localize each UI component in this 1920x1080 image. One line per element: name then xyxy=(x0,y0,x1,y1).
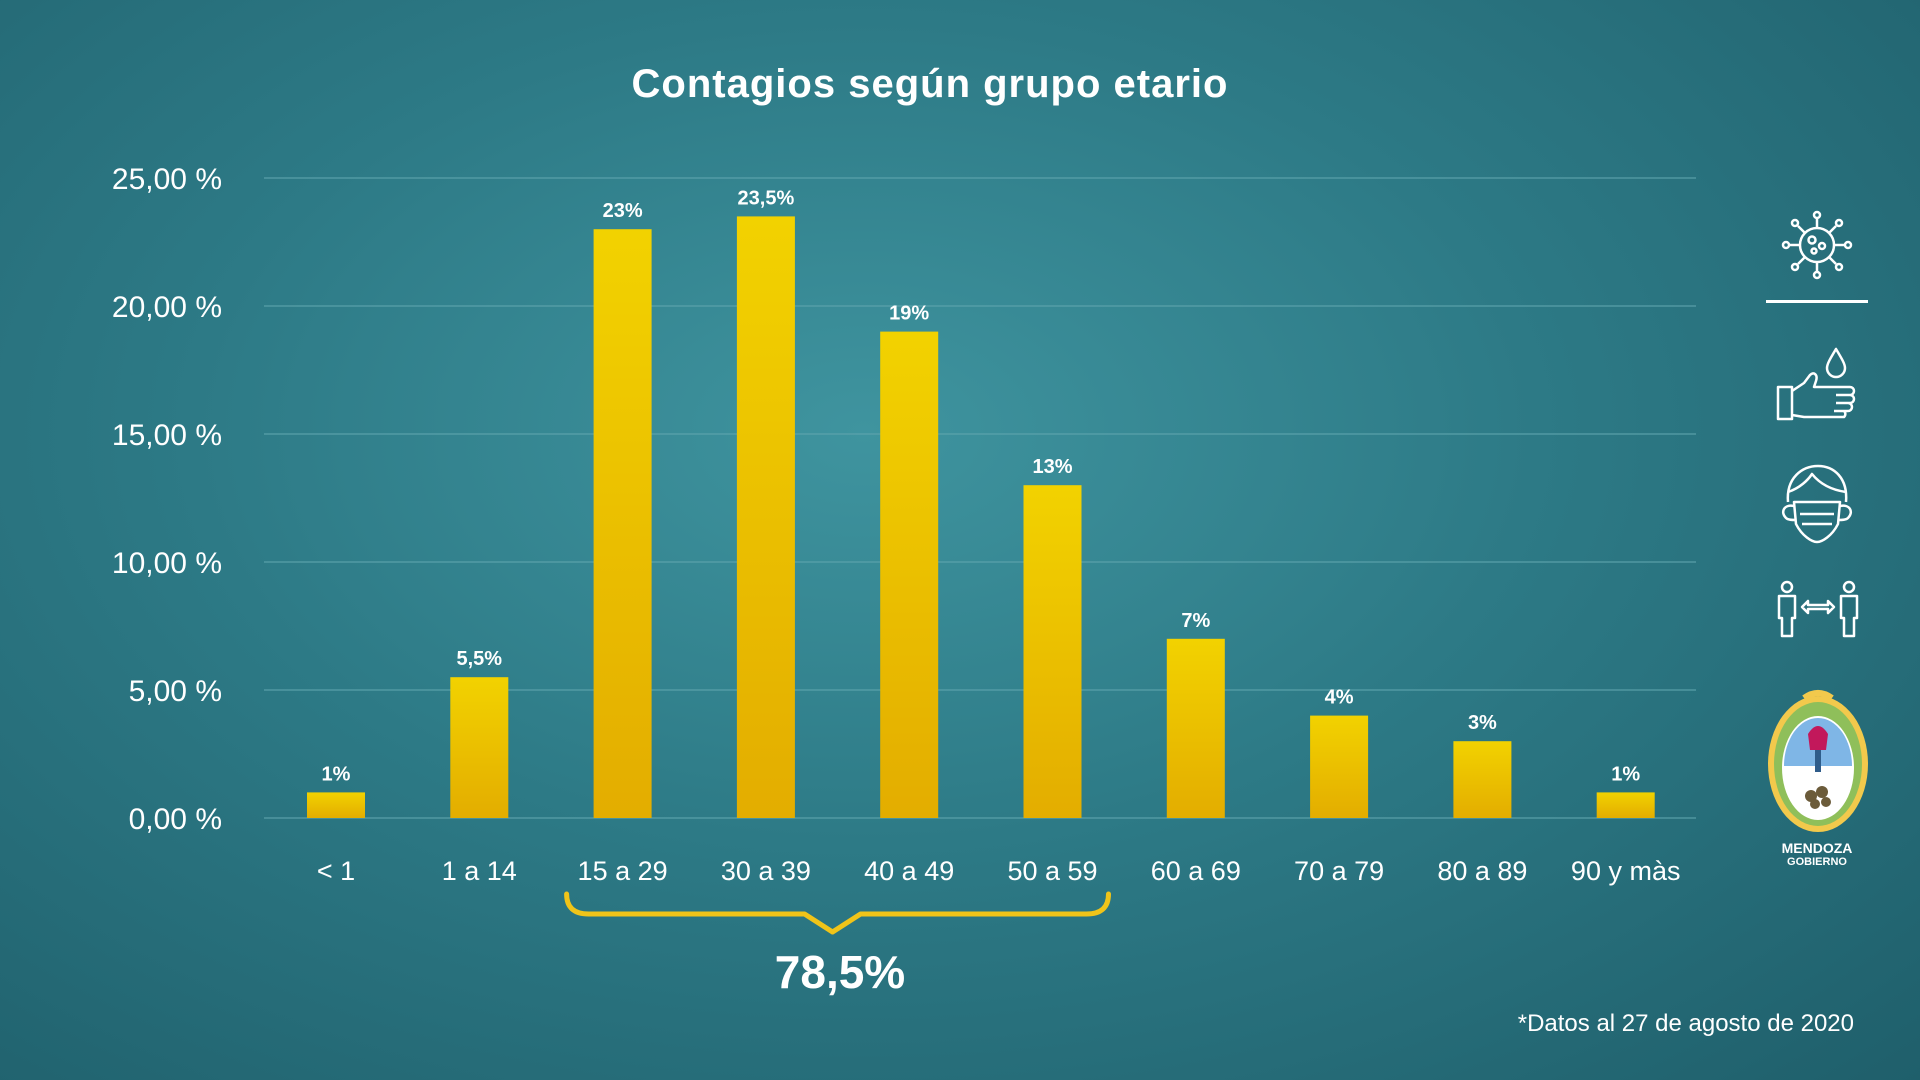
logo-subtitle: GOBIERNO xyxy=(1787,856,1847,868)
data-labels: 1% 5,5% 23% 23,5% 19% 13% 7% 4% 3% 1% xyxy=(322,187,1641,785)
hand-washing-icon xyxy=(1776,347,1856,421)
y-tick-label: 25,00 % xyxy=(112,163,222,196)
data-label: 7% xyxy=(1181,610,1210,632)
data-label: 23,5% xyxy=(738,187,795,209)
data-label: 23% xyxy=(603,200,643,222)
icon-separator xyxy=(1766,300,1868,303)
x-tick-label: 30 a 39 xyxy=(721,856,811,886)
bar xyxy=(1453,741,1512,818)
y-tick-label: 15,00 % xyxy=(112,419,222,452)
face-mask-icon xyxy=(1782,464,1852,544)
y-tick-label: 10,00 % xyxy=(112,547,222,580)
bar xyxy=(593,229,652,818)
x-tick-label: 80 a 89 xyxy=(1437,856,1527,886)
x-tick-label: 70 a 79 xyxy=(1294,856,1384,886)
x-tick-label: 1 a 14 xyxy=(442,856,517,886)
bars xyxy=(307,216,1655,818)
bar xyxy=(1596,792,1655,818)
x-axis-ticks: < 1 1 a 14 15 a 29 30 a 39 40 a 49 50 a 59 60 … xyxy=(317,856,1681,886)
x-tick-label: 90 y màs xyxy=(1571,856,1681,886)
x-tick-label: 40 a 49 xyxy=(864,856,954,886)
bar xyxy=(450,677,509,818)
data-label: 1% xyxy=(322,763,351,785)
bar xyxy=(880,331,939,818)
social-distance-icon xyxy=(1777,580,1859,638)
data-label: 13% xyxy=(1032,456,1072,478)
data-label: 5,5% xyxy=(457,648,503,670)
x-tick-label: 15 a 29 xyxy=(578,856,668,886)
bar xyxy=(307,792,365,818)
x-tick-label: 60 a 69 xyxy=(1151,856,1241,886)
x-tick-label: 50 a 59 xyxy=(1007,856,1097,886)
data-label: 4% xyxy=(1325,687,1354,709)
range-total-callout: 78,5% xyxy=(774,946,906,998)
y-axis-ticks: 0,00 % 5,00 % 10,00 % 15,00 % 20,00 % 25,00 % xyxy=(112,163,222,836)
bar xyxy=(1166,638,1225,818)
range-bracket xyxy=(564,891,1111,935)
bar xyxy=(736,216,795,818)
x-tick-label: < 1 xyxy=(317,856,355,886)
y-tick-label: 0,00 % xyxy=(129,803,222,836)
mendoza-coat-of-arms-logo xyxy=(1768,690,1868,832)
y-tick-label: 20,00 % xyxy=(112,291,222,324)
data-label: 3% xyxy=(1468,712,1497,734)
footnote: *Datos al 27 de agosto de 2020 xyxy=(1517,1010,1854,1037)
data-label: 19% xyxy=(889,303,929,325)
bar xyxy=(1310,715,1369,818)
chart-title: Contagios según grupo etario xyxy=(631,62,1229,106)
data-label: 1% xyxy=(1611,763,1640,785)
virus-icon xyxy=(1781,210,1853,280)
logo-name: MENDOZA xyxy=(1781,840,1853,856)
y-tick-label: 5,00 % xyxy=(129,675,222,708)
bar xyxy=(1023,485,1082,818)
